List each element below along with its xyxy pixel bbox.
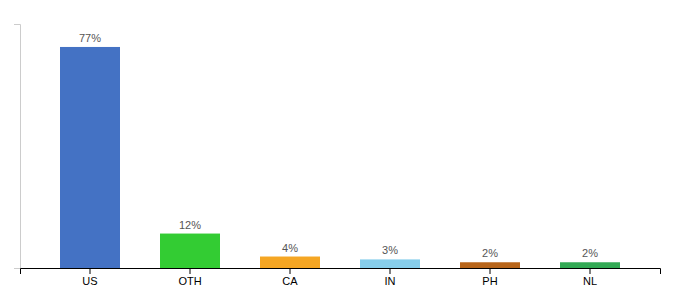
data-label: 77% (79, 32, 101, 44)
y-axis-line (14, 25, 21, 269)
x-tick-mark (390, 268, 391, 274)
x-tick: CA (282, 268, 298, 287)
data-label: 12% (179, 219, 201, 231)
chart: US OTH CA IN PH NL 77% 12% 4% 3% 2% 2% (0, 0, 680, 300)
bars (60, 47, 620, 268)
x-tick: PH (482, 268, 497, 287)
x-tick: OTH (178, 268, 201, 287)
bar (360, 259, 420, 268)
x-tick-label: US (82, 275, 97, 287)
x-tick-mark (490, 268, 491, 274)
x-tick-mark (90, 268, 91, 274)
x-tick-label: NL (583, 275, 597, 287)
x-tick-mark (290, 268, 291, 274)
x-tick-mark (190, 268, 191, 274)
x-tick-label: OTH (178, 275, 201, 287)
x-tick-mark (590, 268, 591, 274)
x-tick-label: PH (482, 275, 497, 287)
bar (160, 234, 220, 268)
x-axis: US OTH CA IN PH NL (21, 268, 661, 287)
x-tick: US (82, 268, 97, 287)
x-tick: IN (385, 268, 396, 287)
bar (560, 262, 620, 268)
y-axis (14, 25, 21, 269)
bar (60, 47, 120, 268)
x-tick: NL (583, 268, 597, 287)
bar (260, 257, 320, 268)
data-labels: 77% 12% 4% 3% 2% 2% (79, 32, 598, 259)
x-tick-label: CA (282, 275, 298, 287)
x-tick-label: IN (385, 275, 396, 287)
plot: US OTH CA IN PH NL 77% 12% 4% 3% 2% 2% (14, 25, 661, 287)
x-axis-line (21, 269, 661, 275)
data-label: 4% (282, 242, 298, 254)
data-label: 3% (382, 244, 398, 256)
data-label: 2% (582, 247, 598, 259)
data-label: 2% (482, 247, 498, 259)
bar (460, 262, 520, 268)
